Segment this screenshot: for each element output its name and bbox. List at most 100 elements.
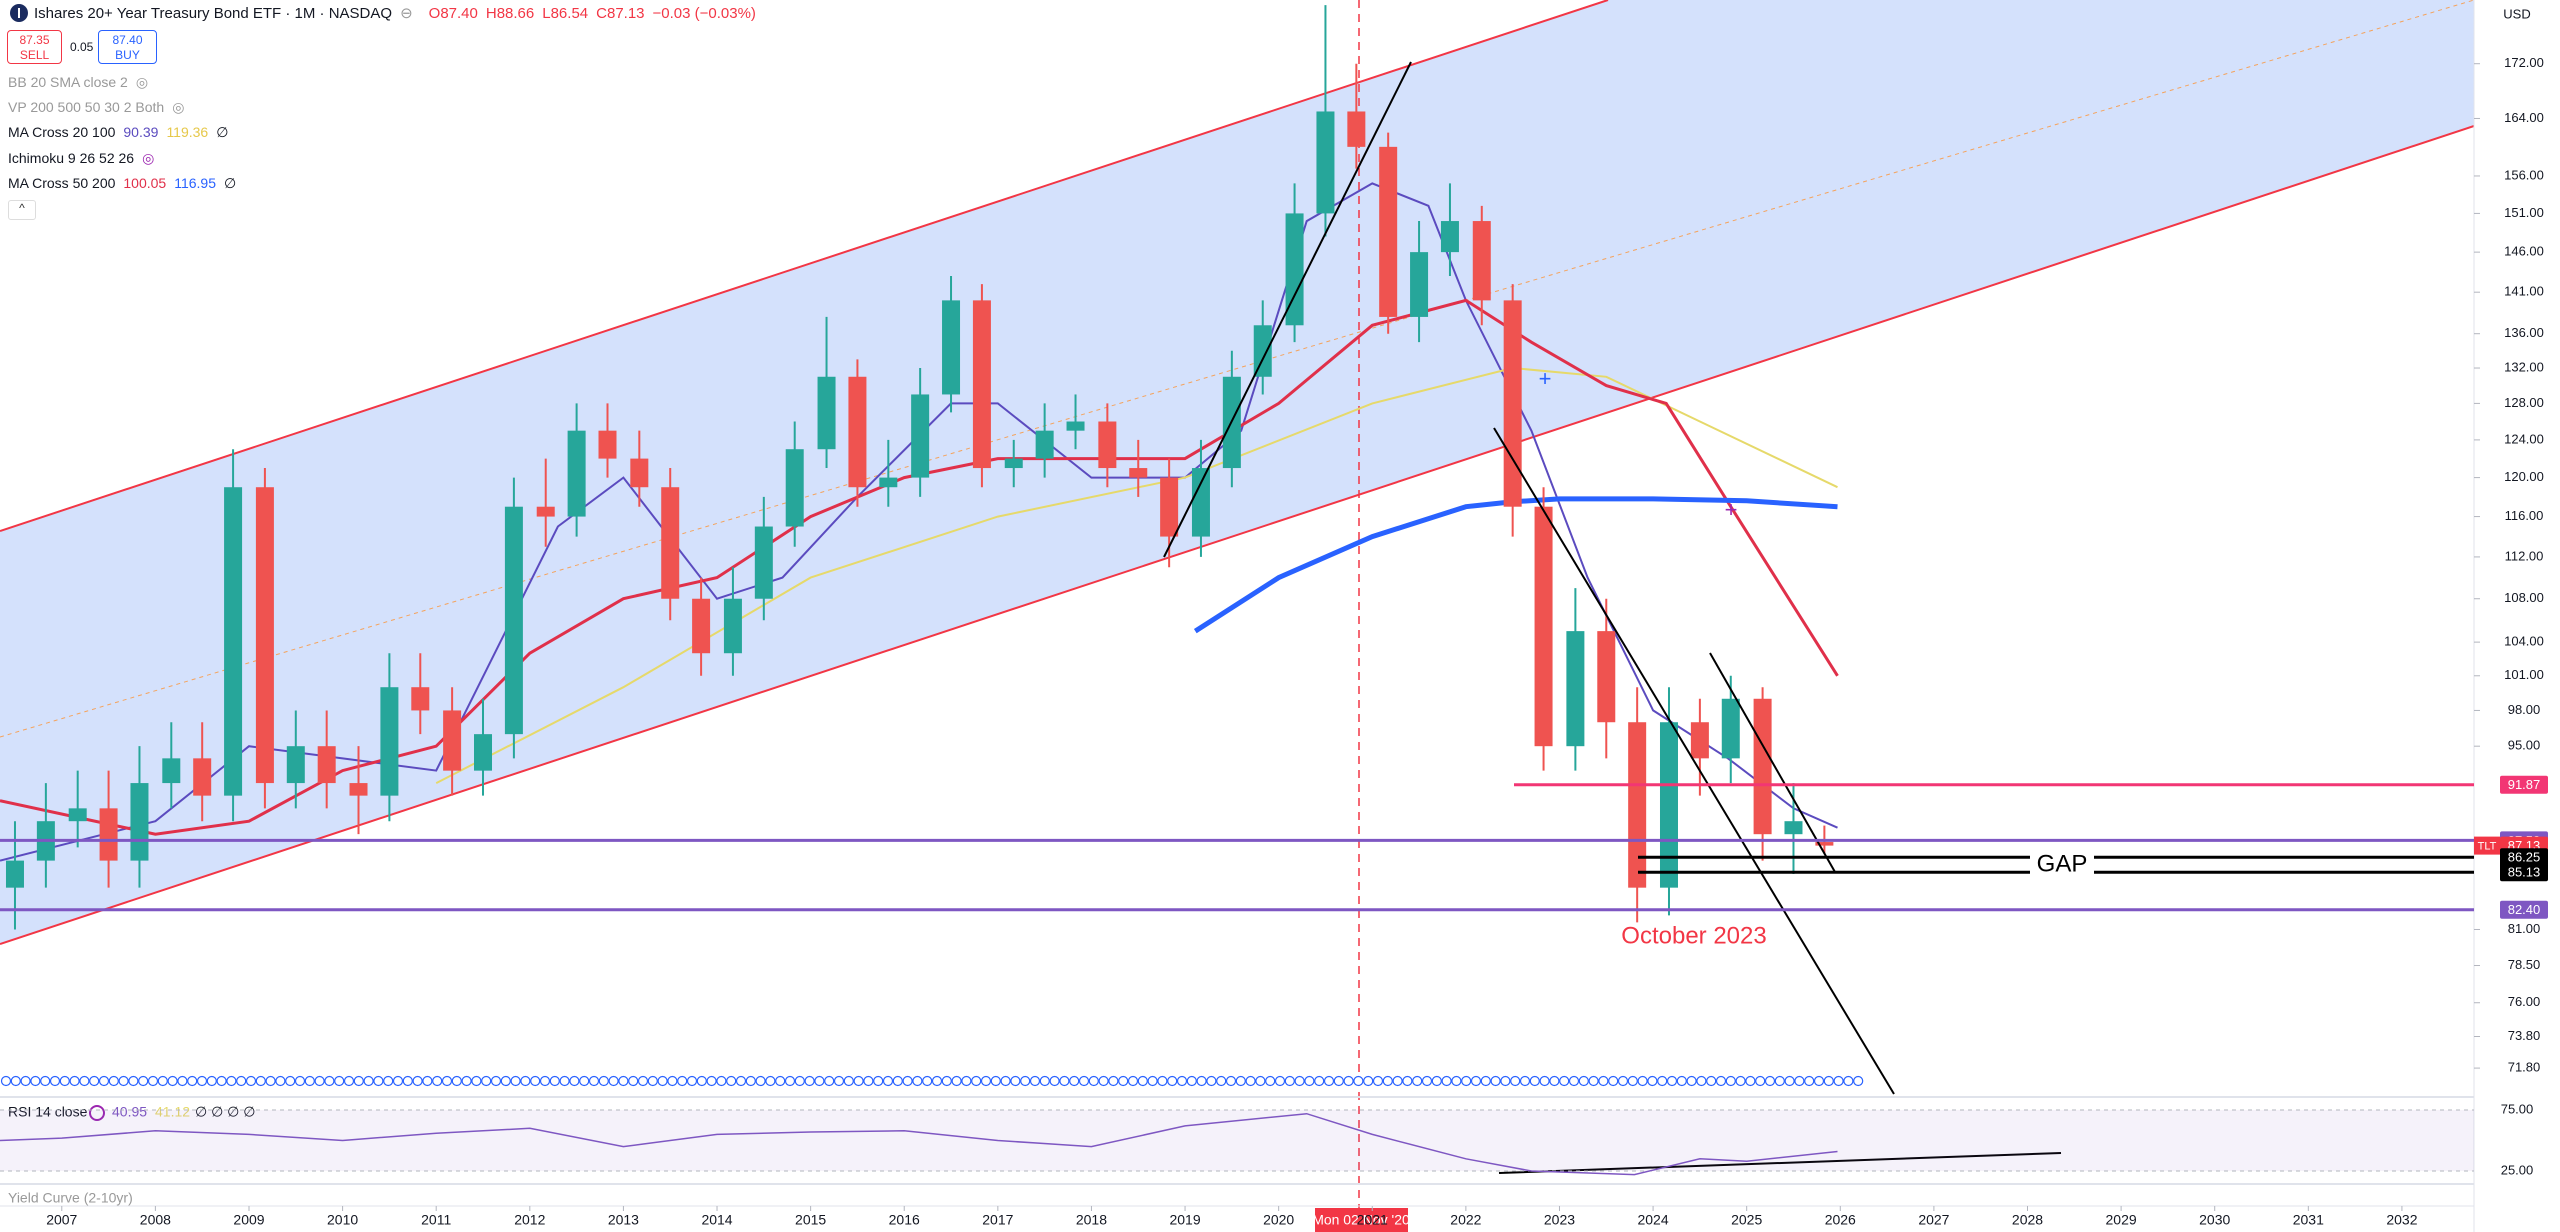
candle-body: [1379, 146, 1398, 317]
candle-body: [1410, 252, 1429, 317]
indicator[interactable]: BB 20 SMA close 2 ◎: [8, 74, 149, 90]
dividend-marker: [373, 1075, 384, 1087]
y-tick-label: 78.50: [2508, 957, 2541, 972]
candle-body: [411, 687, 430, 711]
dividend-marker: [882, 1075, 894, 1087]
indicator-value: 116.95: [174, 175, 216, 191]
dividend-marker: [1510, 1075, 1521, 1087]
dividend-marker: [735, 1075, 747, 1087]
indicator[interactable]: MA Cross 50 200 100.05 116.95 ∅: [8, 175, 244, 192]
symbol-icon: [10, 4, 28, 22]
dividend-marker: [471, 1075, 482, 1087]
candle-body: [879, 477, 898, 488]
x-tick-label: 2027: [1918, 1212, 1949, 1228]
dividend-marker: [1118, 1075, 1129, 1087]
y-tick-label: 98.00: [2508, 702, 2541, 717]
dividend-marker: [1216, 1075, 1227, 1087]
dividend-marker: [1627, 1075, 1638, 1087]
rsi-band: [0, 1110, 2474, 1171]
dividend-marker: [1500, 1075, 1511, 1087]
indicator[interactable]: MA Cross 20 100 90.39 119.36 ∅: [8, 124, 236, 141]
sell-label: SELL: [19, 48, 50, 62]
dividend-marker: [79, 1075, 90, 1087]
indicator[interactable]: VP 200 500 50 30 2 Both ◎: [8, 99, 185, 115]
dividend-marker: [1657, 1075, 1668, 1087]
buy-button[interactable]: 87.40 BUY: [98, 30, 157, 64]
trendline: [1493, 427, 1895, 1095]
y-tick-label: 136.00: [2504, 325, 2544, 340]
indicator-name: MA Cross 20 100: [8, 124, 116, 140]
dividend-marker: [1539, 1075, 1550, 1087]
dividend-marker: [1333, 1075, 1344, 1087]
x-tick-label: 2029: [2106, 1212, 2137, 1228]
price-label-bg: [2500, 848, 2548, 867]
dividend-marker: [1245, 1075, 1256, 1087]
candle-body: [785, 449, 804, 527]
price-label-bg: [2500, 863, 2548, 882]
dividend-marker: [677, 1075, 688, 1087]
x-tick-label: 2014: [701, 1212, 732, 1228]
dividend-marker: [1559, 1075, 1570, 1087]
x-tick-label: 2009: [233, 1212, 264, 1228]
symbol-label: TLT: [2478, 841, 2497, 853]
dividend-marker: [510, 1075, 521, 1087]
dividend-marker: [1304, 1075, 1315, 1087]
dividend-marker: [1549, 1075, 1560, 1087]
dividend-marker: [363, 1075, 374, 1087]
dividend-marker: [422, 1075, 433, 1087]
buy-price: 87.40: [112, 33, 143, 47]
dividend-marker: [794, 1075, 805, 1087]
candle-body: [692, 598, 711, 654]
dividend-marker: [1049, 1075, 1060, 1087]
rsi-tick-label: 25.00: [2501, 1162, 2534, 1177]
dividend-marker: [1735, 1075, 1746, 1087]
dividend-marker: [530, 1075, 541, 1087]
candle-body: [1129, 468, 1148, 478]
dividend-marker: [128, 1075, 139, 1087]
dividend-marker: [1588, 1075, 1599, 1087]
dividend-marker: [1774, 1075, 1785, 1087]
dividend-marker: [432, 1075, 443, 1087]
indicator-value: 100.05: [123, 175, 167, 191]
candle-body: [567, 430, 586, 517]
dividend-marker: [1069, 1075, 1080, 1087]
dividend-marker: [1402, 1075, 1413, 1087]
menu-dot[interactable]: ⊖: [400, 5, 413, 22]
indicator[interactable]: Ichimoku 9 26 52 26 ◎: [8, 150, 155, 166]
dividend-marker: [1480, 1075, 1491, 1087]
collapse-button[interactable]: ^: [8, 200, 36, 220]
y-tick-label: 124.00: [2504, 431, 2544, 446]
dividend-marker: [30, 1075, 41, 1087]
dividend-marker: [1441, 1075, 1452, 1087]
x-tick-label: 2032: [2386, 1212, 2417, 1228]
dividend-marker: [275, 1075, 286, 1087]
dividend-marker: [1461, 1075, 1472, 1087]
x-tick-label: 2018: [1076, 1212, 1107, 1228]
dividend-marker: [1764, 1075, 1776, 1087]
dividend-marker: [49, 1075, 61, 1087]
dividend-marker: [804, 1075, 815, 1087]
dividend-marker: [1000, 1075, 1011, 1087]
dividend-marker: [853, 1075, 864, 1087]
y-tick-label: 156.00: [2504, 167, 2544, 182]
y-tick-label: 71.80: [2508, 1060, 2541, 1075]
dividend-marker: [1676, 1075, 1687, 1087]
indicator-value: 119.36: [166, 124, 209, 140]
candle-body: [1160, 477, 1179, 537]
y-tick-label: 120.00: [2504, 469, 2544, 484]
moving-average: [0, 298, 1839, 836]
sell-button[interactable]: 87.35 SELL: [7, 30, 62, 64]
dividend-marker: [1137, 1075, 1148, 1087]
dividend-marker: [353, 1075, 364, 1087]
cross-marker: +: [1539, 366, 1552, 391]
dividend-marker: [451, 1075, 462, 1087]
dividend-marker: [843, 1075, 854, 1087]
annotation: October 2023: [1621, 922, 1766, 949]
dividend-marker: [1343, 1075, 1354, 1087]
dividend-marker: [490, 1075, 502, 1087]
gap-label: GAP: [2037, 850, 2088, 877]
x-tick-label: 2011: [421, 1212, 451, 1228]
dividend-marker: [1715, 1075, 1727, 1087]
candles: [0, 5, 1839, 930]
